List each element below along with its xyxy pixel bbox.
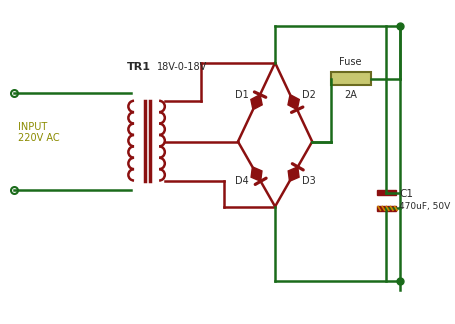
- Polygon shape: [288, 95, 297, 110]
- Text: D1: D1: [235, 90, 248, 100]
- Polygon shape: [288, 167, 298, 181]
- Text: D3: D3: [302, 177, 315, 187]
- Polygon shape: [289, 167, 299, 181]
- Polygon shape: [251, 167, 261, 181]
- Text: D4: D4: [235, 177, 248, 187]
- Text: 18V-0-18V: 18V-0-18V: [157, 62, 207, 72]
- Bar: [377, 190, 396, 195]
- Text: C1: C1: [399, 190, 414, 200]
- Polygon shape: [253, 95, 262, 110]
- Polygon shape: [253, 167, 262, 181]
- Text: INPUT
220V AC: INPUT 220V AC: [18, 122, 60, 143]
- Polygon shape: [290, 95, 299, 110]
- Text: TR1: TR1: [126, 62, 151, 72]
- Text: 2A: 2A: [344, 90, 357, 100]
- Polygon shape: [251, 95, 260, 110]
- Text: D2: D2: [302, 90, 315, 100]
- Text: 470uF, 50V: 470uF, 50V: [399, 202, 450, 211]
- Bar: [331, 72, 371, 85]
- Text: Fuse: Fuse: [339, 57, 362, 67]
- Bar: [377, 206, 396, 211]
